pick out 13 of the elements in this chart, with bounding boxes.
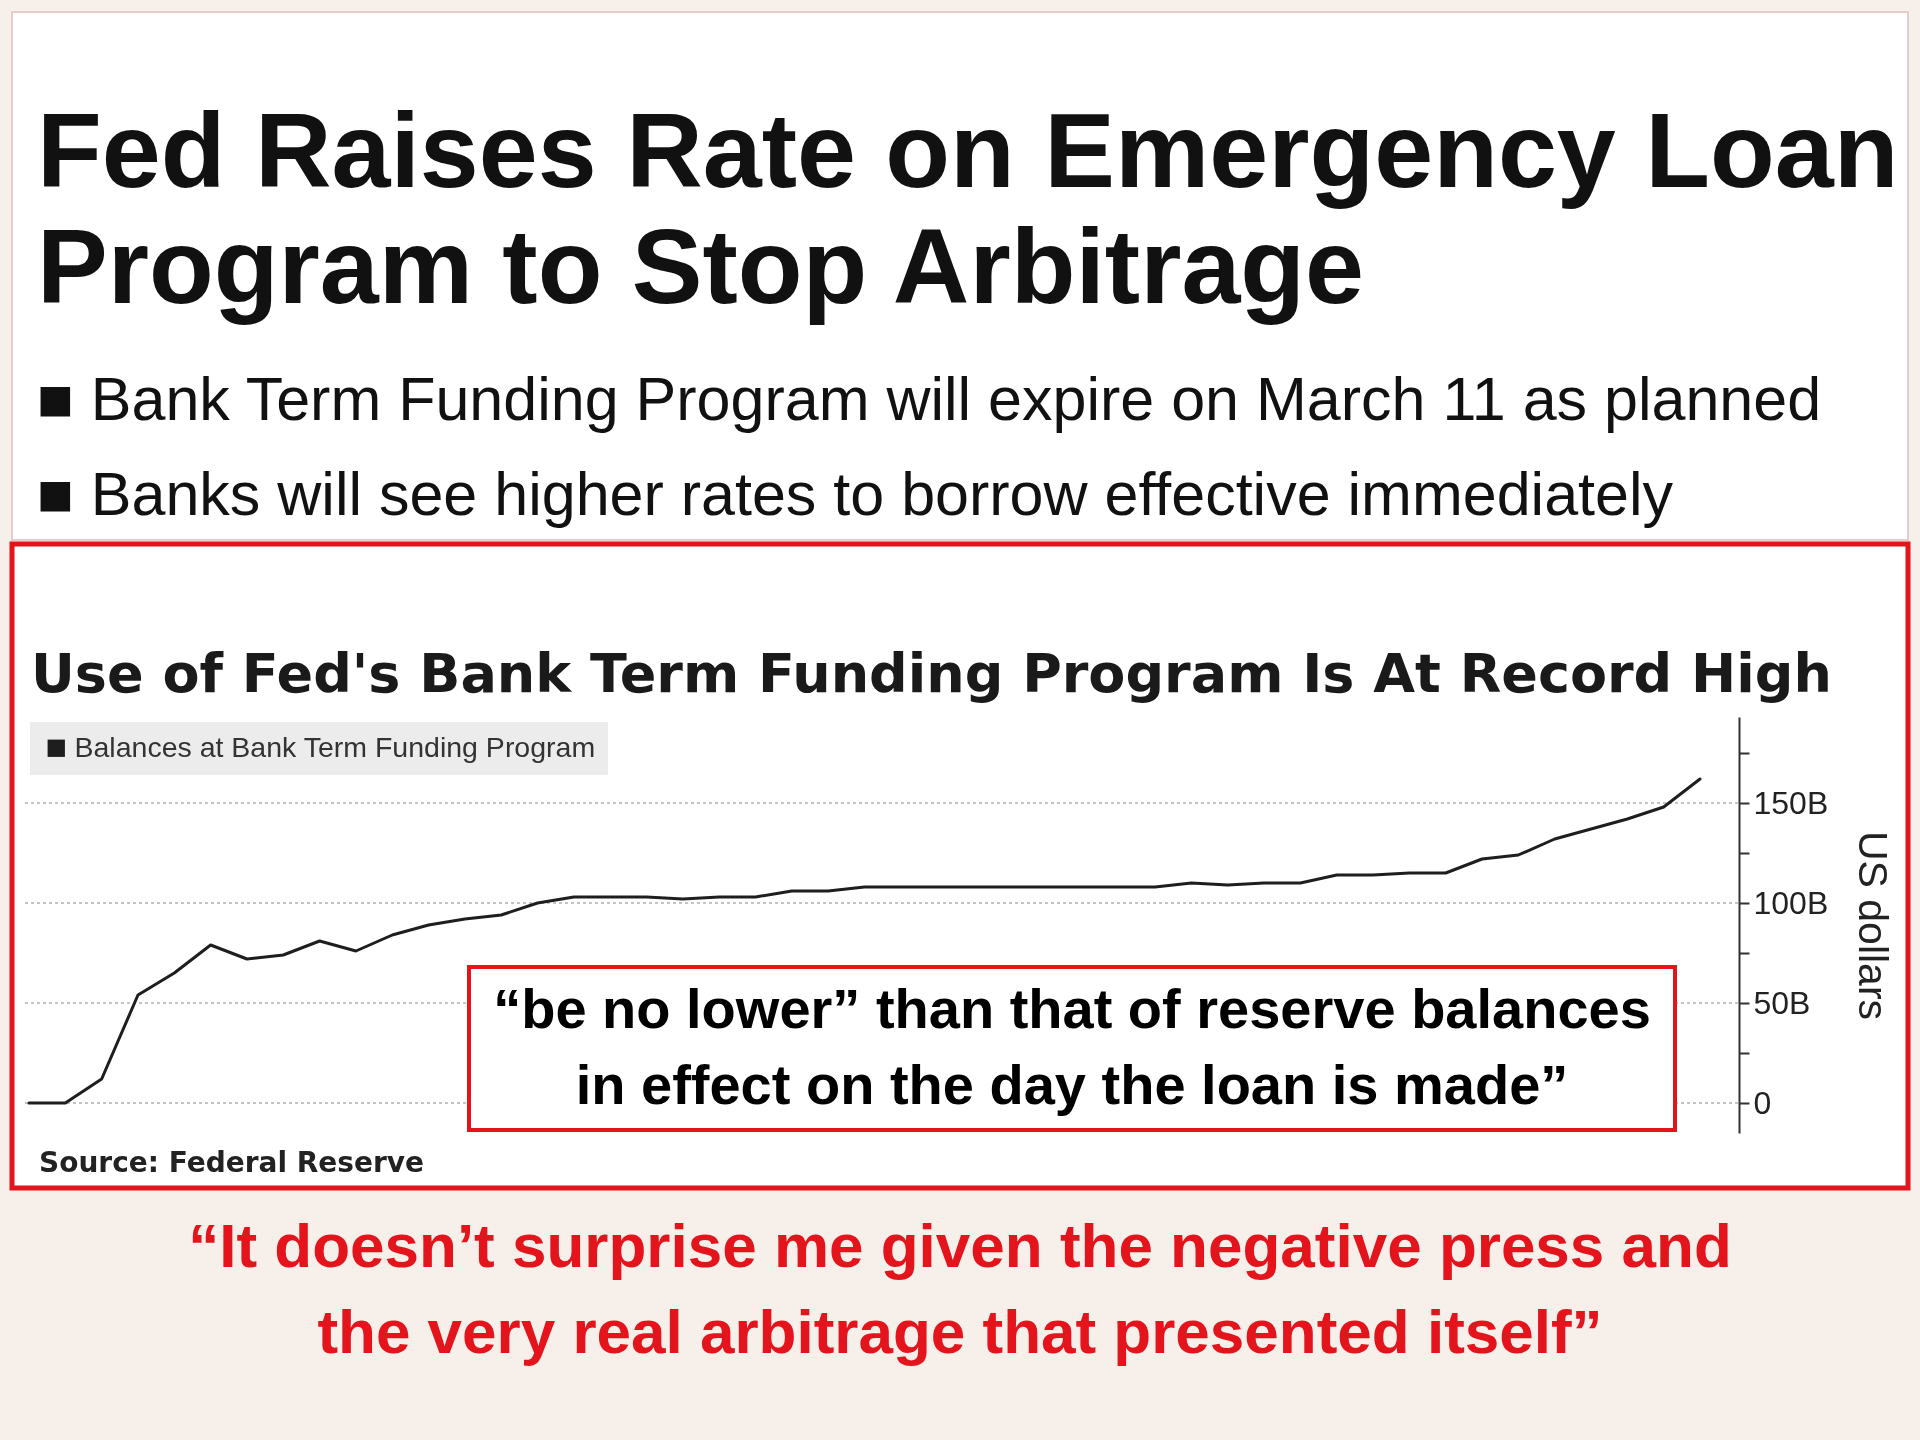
text: ■ Banks will see higher rates to borrow effective immediately bbox=[37, 460, 1674, 528]
text: ■ Bank Term Funding Program will expire on March 11 as planned bbox=[37, 365, 1822, 433]
y-axis-title: US dollars bbox=[1850, 830, 1897, 1021]
y-tick-label: 0 bbox=[1753, 1084, 1772, 1121]
legend-label: Balances at Bank Term Funding Program bbox=[74, 731, 596, 764]
y-tick-label: 100B bbox=[1753, 884, 1829, 921]
source-note: Source: Federal Reserve bbox=[39, 1146, 424, 1179]
chart-subtitle: Use of Fed's Bank Term Funding Program Is At Record High bbox=[31, 642, 1832, 705]
y-tick-label: 150B bbox=[1753, 784, 1829, 821]
annotation: “be no lower” than that of reserve balances in effect on the day the loan is made” bbox=[493, 977, 1651, 1116]
text: “It doesn’t surprise me given the negative press and the very real arbitrage that presented itself” bbox=[188, 1211, 1732, 1366]
chart-title: Fed Raises Rate on Emergency Loan Program to Stop Arbitrage bbox=[37, 91, 1899, 325]
y-tick-label: 50B bbox=[1753, 984, 1811, 1021]
